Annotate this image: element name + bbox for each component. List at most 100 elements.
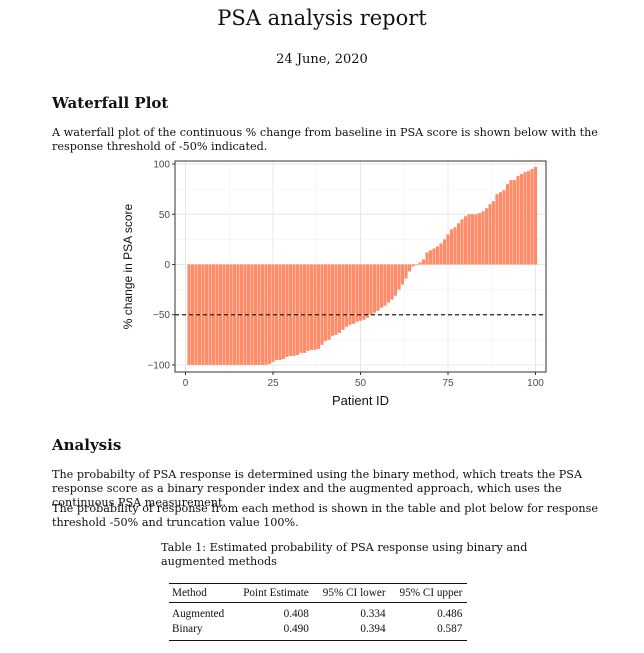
- bar: [456, 223, 461, 265]
- method-cell: Augmented: [172, 608, 225, 620]
- method-cell: Binary: [172, 623, 203, 635]
- bar: [323, 264, 328, 341]
- bar: [463, 216, 468, 265]
- bar: [348, 264, 352, 325]
- bar: [407, 264, 412, 272]
- point-estimate-cell: 0.490: [283, 623, 309, 635]
- x-axis-title: Patient ID: [332, 393, 389, 408]
- bar: [460, 219, 464, 265]
- waterfall-heading: Waterfall Plot: [52, 94, 169, 112]
- ci-lower-cell: 0.334: [360, 608, 386, 620]
- bar: [474, 214, 478, 265]
- bar: [502, 190, 506, 265]
- bar: [432, 248, 436, 265]
- bar: [362, 264, 366, 320]
- bar: [386, 264, 391, 303]
- bar: [271, 264, 275, 362]
- report-date: 24 June, 2020: [276, 52, 368, 67]
- bar: [379, 264, 384, 308]
- bar: [320, 264, 324, 345]
- bar: [327, 264, 331, 340]
- x-tick-label: 25: [267, 378, 279, 389]
- table-row: Augmented 0.408 0.334 0.486: [169, 603, 467, 623]
- bar: [477, 213, 482, 265]
- bar: [344, 264, 349, 327]
- bar: [509, 180, 513, 265]
- y-axis-title: % change in PSA score: [121, 203, 135, 329]
- bar: [425, 252, 429, 265]
- bar: [390, 264, 394, 300]
- bar: [498, 192, 503, 265]
- table-caption: Table 1: Estimated probability of PSA re…: [161, 541, 528, 568]
- bar: [278, 264, 282, 360]
- bar: [288, 264, 293, 356]
- bar: [418, 262, 422, 265]
- bar: [281, 264, 286, 359]
- bar: [523, 172, 527, 265]
- ci-upper-cell: 0.587: [437, 623, 463, 635]
- bar: [274, 264, 279, 360]
- y-tick-label: 0: [164, 260, 170, 271]
- bar: [428, 250, 433, 265]
- bar: [299, 264, 303, 353]
- bar: [334, 264, 338, 335]
- bar: [491, 201, 496, 265]
- bar: [467, 214, 471, 265]
- bar: [505, 184, 510, 265]
- y-tick-label: 100: [153, 160, 170, 171]
- bar: [442, 239, 447, 265]
- y-tick-label: −100: [147, 360, 170, 371]
- bar: [358, 264, 363, 321]
- bar: [372, 264, 377, 313]
- x-tick-label: 50: [355, 378, 367, 389]
- bar: [495, 194, 499, 265]
- column-header-method: Method: [172, 587, 207, 599]
- bar: [306, 264, 310, 351]
- bar: [512, 180, 517, 265]
- bar: [435, 246, 440, 265]
- bar: [393, 264, 398, 296]
- column-header-point-estimate: Point Estimate: [243, 587, 309, 599]
- bar: [302, 264, 307, 353]
- analysis-paragraph-2: The probability of response from each me…: [52, 502, 598, 529]
- table-header-row: Method Point Estimate 95% CI lower 95% C…: [169, 583, 468, 603]
- bar: [519, 174, 524, 265]
- bar: [439, 243, 443, 265]
- analysis-heading: Analysis: [52, 436, 122, 454]
- x-tick-label: 100: [527, 378, 544, 389]
- bar: [446, 234, 450, 265]
- ci-lower-cell: 0.394: [360, 623, 386, 635]
- report-title: PSA analysis report: [217, 6, 427, 30]
- bar: [309, 264, 314, 350]
- bar: [341, 264, 345, 330]
- bar: [313, 264, 317, 350]
- ci-upper-cell: 0.486: [437, 608, 463, 620]
- results-table: Method Point Estimate 95% CI lower 95% C…: [169, 583, 468, 641]
- column-header-ci-upper: 95% CI upper: [399, 587, 463, 599]
- bar: [516, 176, 520, 265]
- bar: [449, 229, 454, 265]
- bar: [383, 264, 387, 306]
- waterfall-chart: −100 −50 0 50 100 0 25 50 75 100 Patient ID % chang…: [121, 160, 547, 408]
- bar: [526, 171, 531, 265]
- bar: [404, 264, 408, 279]
- bar: [400, 264, 405, 285]
- bar: [285, 264, 289, 357]
- bar: [369, 264, 373, 315]
- point-estimate-cell: 0.408: [283, 608, 309, 620]
- bar: [295, 264, 300, 355]
- bar: [351, 264, 356, 324]
- bar: [421, 259, 426, 265]
- bar: [481, 211, 485, 265]
- table-row: Binary 0.490 0.394 0.587: [169, 622, 468, 641]
- bar: [530, 169, 534, 265]
- bar: [414, 264, 419, 266]
- bar: [397, 264, 401, 290]
- bar: [453, 227, 457, 265]
- bar: [411, 264, 415, 267]
- waterfall-description: A waterfall plot of the continuous % cha…: [52, 126, 598, 153]
- bar: [292, 264, 296, 356]
- bar: [316, 264, 321, 349]
- y-tick-label: −50: [153, 310, 170, 321]
- y-tick-label: 50: [159, 210, 171, 221]
